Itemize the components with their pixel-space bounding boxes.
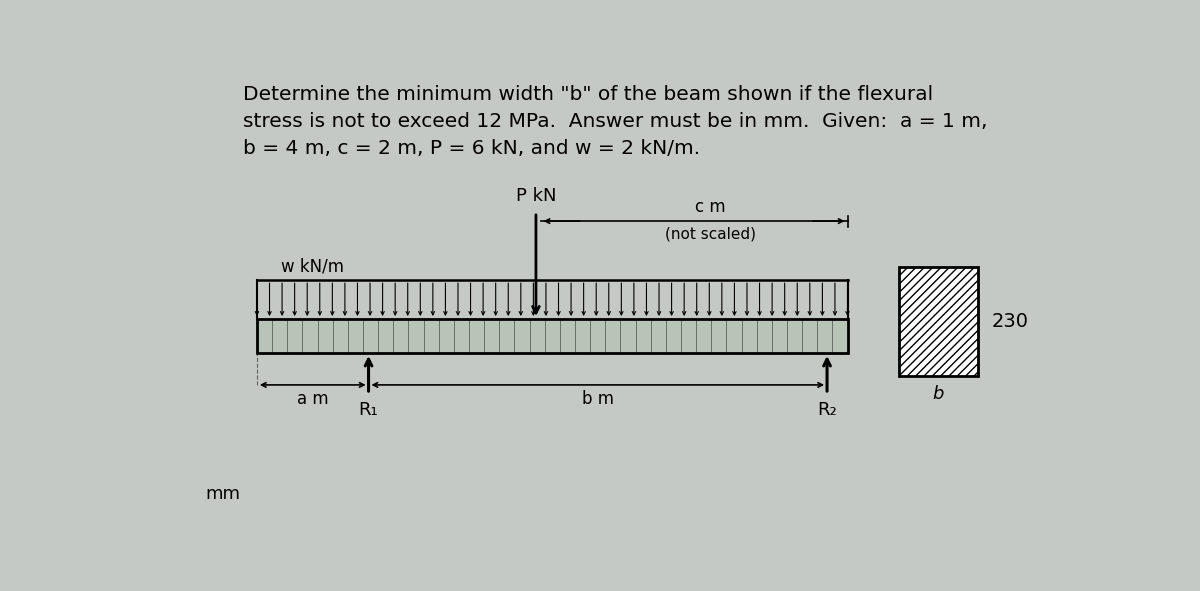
Text: (not scaled): (not scaled) [665,226,756,242]
Text: R₁: R₁ [359,401,378,419]
Text: b m: b m [582,391,613,408]
Bar [899,267,978,376]
Text: Determine the minimum width "b" of the beam shown if the flexural
stress is not : Determine the minimum width "b" of the b… [242,85,988,158]
Text: mm: mm [206,485,241,504]
Text: b: b [932,385,944,403]
Text: R₂: R₂ [817,401,836,419]
Text: P kN: P kN [516,187,557,205]
Text: 230: 230 [991,311,1028,331]
Text: a m: a m [296,391,329,408]
Text: c m: c m [695,197,726,216]
Bar [257,319,847,353]
Text: w kN/m: w kN/m [281,258,344,275]
